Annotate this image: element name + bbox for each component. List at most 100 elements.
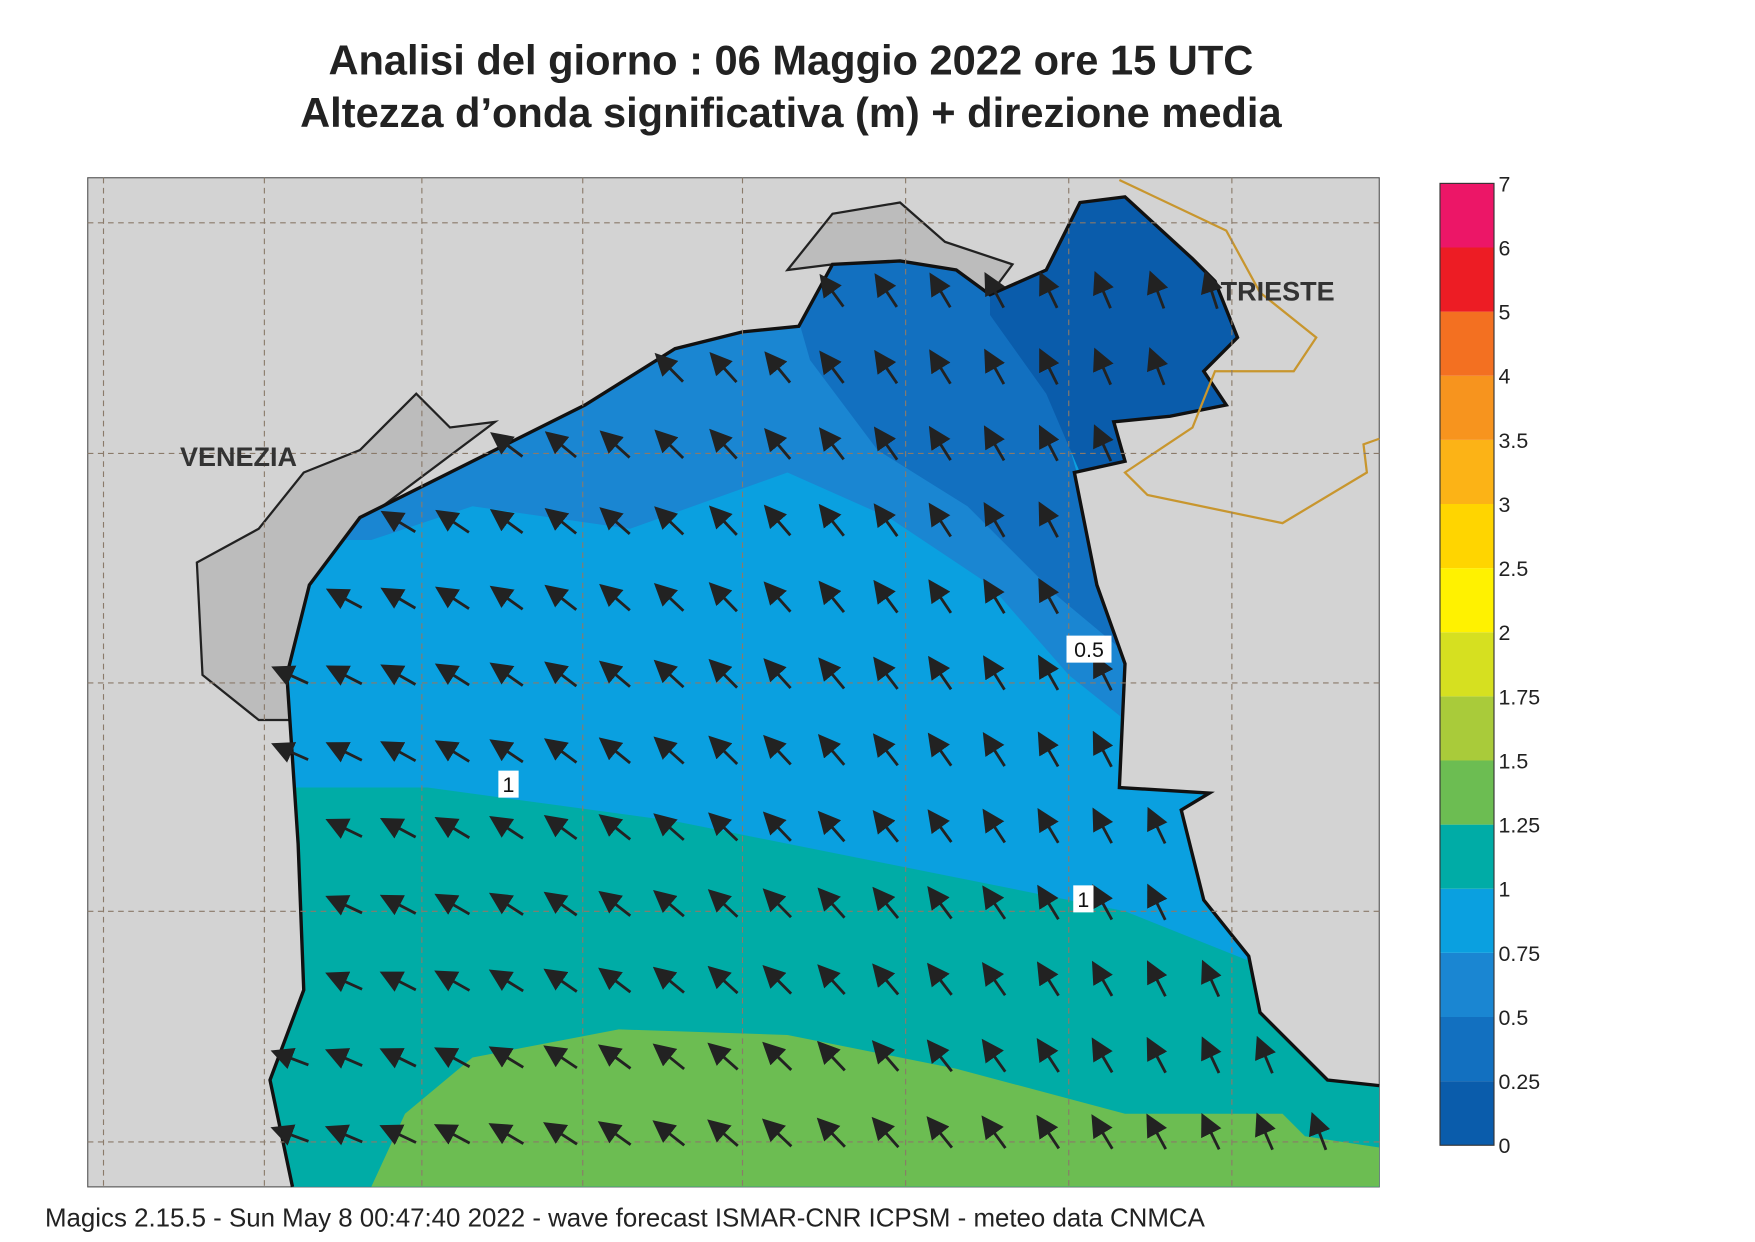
arrow xyxy=(872,733,899,767)
arrow xyxy=(380,587,417,610)
arrow xyxy=(544,661,578,688)
arrow xyxy=(1091,1037,1114,1074)
arrow xyxy=(652,1120,686,1147)
arrow xyxy=(1093,270,1114,309)
arrow xyxy=(543,1045,578,1070)
arrow xyxy=(872,810,899,843)
contour-label-box xyxy=(1073,885,1094,913)
arrow xyxy=(762,1041,793,1071)
arrow xyxy=(707,965,739,995)
arrow xyxy=(819,350,845,384)
arrow xyxy=(1201,1036,1222,1074)
arrow xyxy=(544,584,578,611)
arrow xyxy=(1038,578,1060,615)
title-line-2: Altezza d’onda significativa (m) + direz… xyxy=(300,89,1282,136)
colorbar-label: 5 xyxy=(1499,301,1511,325)
arrow xyxy=(818,657,846,690)
arrow xyxy=(928,502,952,538)
place-label: VENEZIA xyxy=(180,442,297,472)
border xyxy=(1118,178,1380,525)
arrow xyxy=(762,888,792,919)
arrow xyxy=(873,656,899,690)
zone-1-125 xyxy=(270,787,1380,1187)
arrow xyxy=(929,349,952,385)
arrow xyxy=(1146,1113,1168,1150)
arrow xyxy=(982,731,1006,767)
arrow xyxy=(982,808,1006,844)
arrow xyxy=(325,818,363,839)
arrow xyxy=(929,272,952,309)
footer: Magics 2.15.5 - Sun May 8 00:47:40 2022 … xyxy=(45,1204,1206,1232)
arrow xyxy=(1255,1035,1276,1074)
arrow xyxy=(818,580,846,614)
arrow xyxy=(434,740,470,763)
color-segment xyxy=(1440,952,1494,1017)
arrow xyxy=(1147,883,1168,921)
arrow xyxy=(325,588,363,610)
arrow xyxy=(598,890,632,917)
arrow xyxy=(433,1124,471,1145)
arrow xyxy=(984,271,1006,309)
contour-label: 1 xyxy=(1077,888,1089,912)
arrow xyxy=(1091,1114,1114,1150)
arrow xyxy=(1037,731,1060,768)
arrow xyxy=(380,741,417,763)
arrow xyxy=(764,351,792,384)
arrow xyxy=(872,963,900,996)
colorbar-label: 3.5 xyxy=(1499,429,1529,453)
arrow xyxy=(1146,960,1168,997)
arrow xyxy=(489,816,524,840)
arrow xyxy=(763,581,792,613)
arrow xyxy=(981,1038,1007,1073)
arrow xyxy=(489,662,524,687)
arrow xyxy=(873,503,899,537)
arrow xyxy=(434,663,470,687)
arrow xyxy=(981,1115,1007,1149)
color-segment xyxy=(1440,760,1494,825)
color-segment xyxy=(1440,375,1494,440)
colorbar-label: 0.25 xyxy=(1499,1070,1541,1094)
arrow xyxy=(1038,501,1060,538)
arrow xyxy=(324,1124,363,1146)
arrow xyxy=(926,1039,953,1073)
arrow xyxy=(654,352,685,383)
arrow xyxy=(435,509,470,534)
arrow xyxy=(271,665,309,687)
arrow xyxy=(488,1046,524,1069)
arrow xyxy=(818,503,845,537)
arrow xyxy=(1092,807,1114,844)
arrow xyxy=(488,892,524,916)
arrow xyxy=(379,1124,417,1145)
arrow xyxy=(599,583,631,612)
arrow xyxy=(818,427,845,461)
arrow xyxy=(707,1042,739,1071)
arrow xyxy=(983,655,1006,691)
arrow xyxy=(652,966,685,994)
colorbar-label: 2 xyxy=(1499,621,1511,645)
arrow xyxy=(708,582,738,613)
arrow xyxy=(763,734,792,766)
arrow xyxy=(544,738,578,764)
arrow xyxy=(270,1048,309,1070)
arrow xyxy=(708,812,739,842)
arrow xyxy=(434,816,471,839)
arrow xyxy=(1036,961,1060,997)
arrow xyxy=(435,586,470,610)
color-segment xyxy=(1440,439,1494,504)
arrow xyxy=(1255,1112,1276,1151)
arrow xyxy=(543,968,578,993)
arrow xyxy=(873,579,899,614)
arrow xyxy=(1038,654,1060,691)
arrow xyxy=(1147,270,1169,309)
arrow xyxy=(873,426,899,461)
color-segment xyxy=(1440,888,1494,953)
arrow xyxy=(708,658,739,689)
arrow xyxy=(488,969,524,993)
arrow xyxy=(597,1121,632,1146)
arrow xyxy=(709,352,738,384)
arrow xyxy=(653,659,685,689)
arrow xyxy=(817,1040,846,1072)
color-segment xyxy=(1440,696,1494,761)
arrow xyxy=(598,814,632,841)
color-segment xyxy=(1440,1081,1494,1146)
